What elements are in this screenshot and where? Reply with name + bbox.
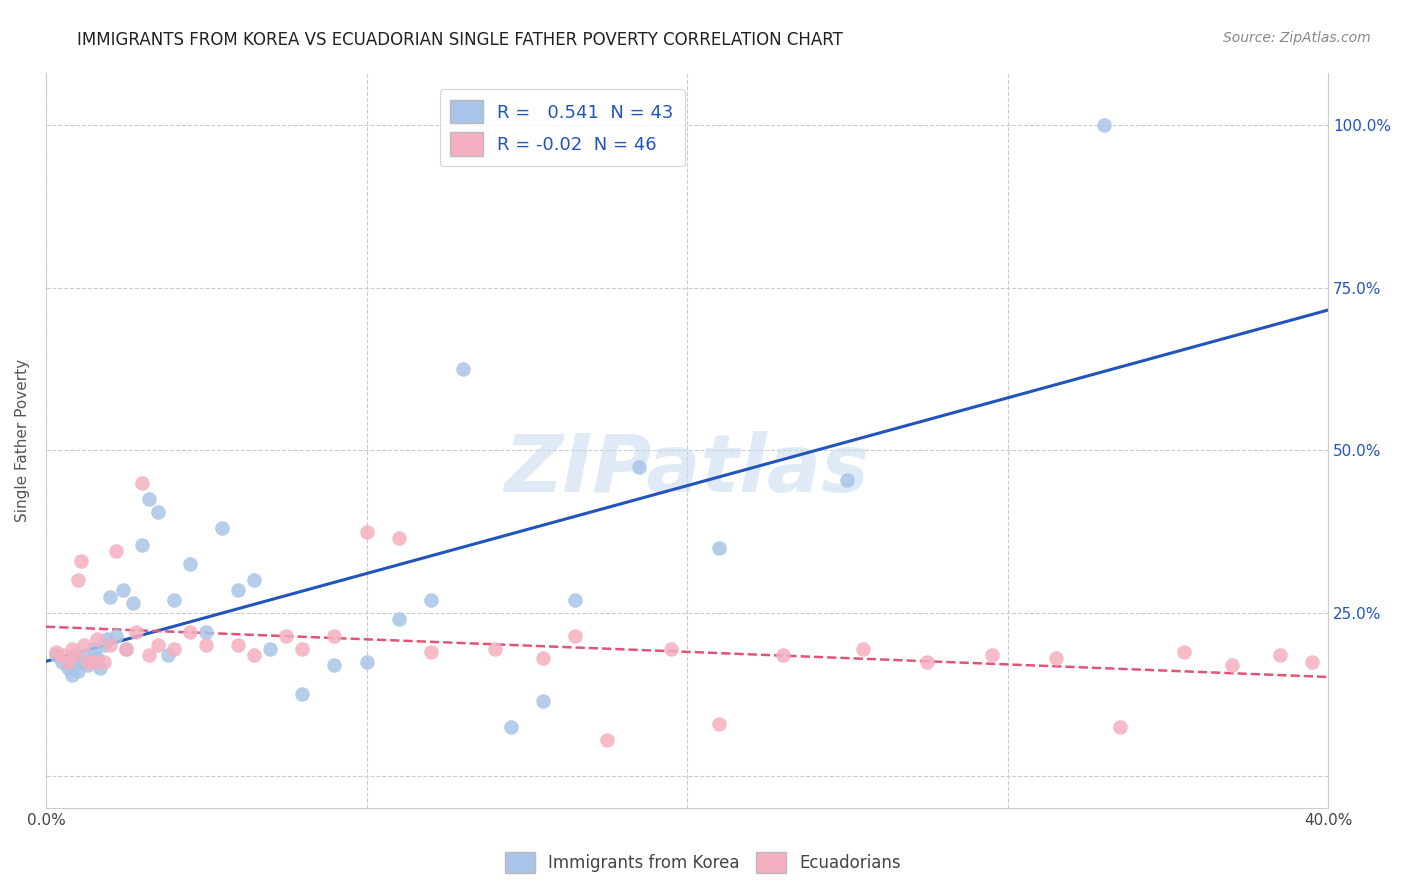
- Point: [323, 657, 346, 672]
- Text: IMMIGRANTS FROM KOREA VS ECUADORIAN SINGLE FATHER POVERTY CORRELATION CHART: IMMIGRANTS FROM KOREA VS ECUADORIAN SING…: [77, 31, 844, 49]
- Point: [73, 639, 96, 653]
- Point: [138, 648, 160, 663]
- Point: [707, 716, 730, 731]
- Point: [323, 629, 346, 643]
- Point: [93, 655, 115, 669]
- Point: [1173, 645, 1195, 659]
- Point: [852, 641, 875, 656]
- Point: [63, 648, 86, 663]
- Point: [772, 648, 794, 663]
- Point: [387, 612, 409, 626]
- Point: [419, 593, 441, 607]
- Point: [115, 641, 138, 656]
- Point: [419, 645, 441, 659]
- Point: [125, 625, 148, 640]
- Point: [76, 657, 98, 672]
- Point: [243, 574, 266, 588]
- Legend: R =   0.541  N = 43, R = -0.02  N = 46: R = 0.541 N = 43, R = -0.02 N = 46: [440, 89, 685, 167]
- Point: [156, 648, 179, 663]
- Point: [627, 459, 650, 474]
- Point: [58, 655, 80, 669]
- Point: [76, 655, 98, 669]
- Point: [356, 524, 378, 539]
- Point: [131, 538, 153, 552]
- Point: [115, 641, 138, 656]
- Point: [226, 583, 249, 598]
- Point: [596, 732, 619, 747]
- Point: [531, 694, 554, 708]
- Y-axis label: Single Father Poverty: Single Father Poverty: [15, 359, 30, 522]
- Point: [243, 648, 266, 663]
- Point: [51, 648, 73, 663]
- Point: [60, 641, 83, 656]
- Point: [45, 645, 67, 659]
- Point: [659, 641, 682, 656]
- Point: [484, 641, 506, 656]
- Point: [451, 362, 474, 376]
- Point: [499, 720, 522, 734]
- Text: Source: ZipAtlas.com: Source: ZipAtlas.com: [1223, 31, 1371, 45]
- Point: [146, 639, 169, 653]
- Point: [96, 632, 118, 646]
- Point: [1220, 657, 1243, 672]
- Point: [83, 655, 105, 669]
- Point: [291, 641, 314, 656]
- Point: [707, 541, 730, 555]
- Point: [356, 655, 378, 669]
- Point: [276, 629, 298, 643]
- Point: [195, 639, 218, 653]
- Point: [98, 590, 121, 604]
- Point: [51, 655, 73, 669]
- Point: [1268, 648, 1291, 663]
- Point: [211, 521, 233, 535]
- Point: [387, 531, 409, 545]
- Point: [917, 655, 939, 669]
- Point: [98, 639, 121, 653]
- Point: [195, 625, 218, 640]
- Point: [89, 661, 111, 675]
- Point: [179, 625, 201, 640]
- Point: [121, 596, 143, 610]
- Point: [66, 665, 89, 679]
- Point: [163, 641, 186, 656]
- Point: [146, 505, 169, 519]
- Point: [105, 544, 128, 558]
- Point: [45, 648, 67, 663]
- Point: [259, 641, 281, 656]
- Point: [83, 641, 105, 656]
- Point: [564, 629, 586, 643]
- Point: [63, 651, 86, 665]
- Point: [86, 651, 108, 665]
- Point: [70, 554, 93, 568]
- Point: [1108, 720, 1130, 734]
- Point: [131, 475, 153, 490]
- Point: [291, 687, 314, 701]
- Point: [60, 667, 83, 681]
- Point: [531, 651, 554, 665]
- Point: [564, 593, 586, 607]
- Legend: Immigrants from Korea, Ecuadorians: Immigrants from Korea, Ecuadorians: [498, 846, 908, 880]
- Point: [980, 648, 1002, 663]
- Text: ZIPatlas: ZIPatlas: [505, 431, 869, 509]
- Point: [837, 473, 859, 487]
- Point: [1045, 651, 1067, 665]
- Point: [226, 639, 249, 653]
- Point: [179, 557, 201, 571]
- Point: [105, 629, 128, 643]
- Point: [1092, 118, 1115, 132]
- Point: [66, 574, 89, 588]
- Point: [86, 632, 108, 646]
- Point: [93, 639, 115, 653]
- Point: [58, 661, 80, 675]
- Point: [138, 492, 160, 507]
- Point: [163, 593, 186, 607]
- Point: [70, 655, 93, 669]
- Point: [1301, 655, 1323, 669]
- Point: [111, 583, 134, 598]
- Point: [73, 648, 96, 663]
